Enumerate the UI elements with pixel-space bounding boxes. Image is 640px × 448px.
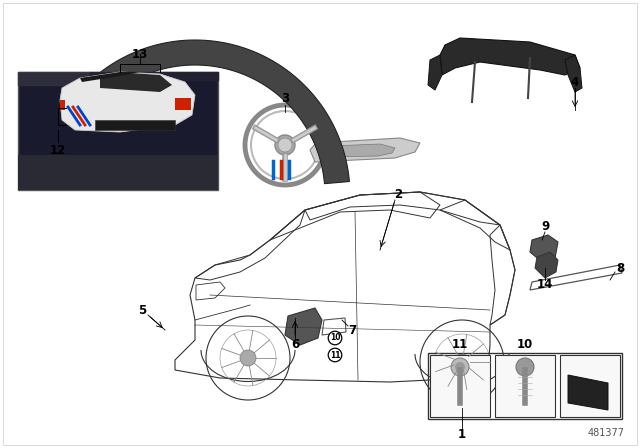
Bar xyxy=(95,120,175,130)
Text: 10: 10 xyxy=(517,339,533,352)
Text: 11: 11 xyxy=(330,350,340,359)
Text: 11: 11 xyxy=(452,339,468,352)
Text: 12: 12 xyxy=(50,143,66,156)
Text: 8: 8 xyxy=(616,262,624,275)
Text: 481377: 481377 xyxy=(588,428,625,438)
Circle shape xyxy=(454,354,470,370)
Polygon shape xyxy=(565,55,582,92)
Text: 7: 7 xyxy=(348,323,356,336)
Text: 3: 3 xyxy=(281,91,289,104)
Polygon shape xyxy=(310,138,420,162)
Bar xyxy=(428,353,622,419)
Polygon shape xyxy=(428,55,442,90)
Bar xyxy=(430,355,490,417)
Polygon shape xyxy=(568,375,608,410)
Text: 1: 1 xyxy=(458,428,466,441)
Polygon shape xyxy=(285,308,322,345)
Text: 5: 5 xyxy=(138,303,146,316)
Circle shape xyxy=(275,135,295,155)
Polygon shape xyxy=(80,72,140,82)
Polygon shape xyxy=(530,235,558,262)
Polygon shape xyxy=(18,155,218,190)
Polygon shape xyxy=(60,72,195,132)
Bar xyxy=(495,355,555,417)
Text: 14: 14 xyxy=(537,279,553,292)
Text: 2: 2 xyxy=(394,188,402,201)
Bar xyxy=(18,72,218,190)
Bar xyxy=(60,100,65,110)
Bar xyxy=(175,98,191,110)
Polygon shape xyxy=(440,38,580,75)
Text: 13: 13 xyxy=(132,48,148,61)
Text: 6: 6 xyxy=(291,339,299,352)
Text: 4: 4 xyxy=(571,76,579,89)
Polygon shape xyxy=(100,73,172,92)
Circle shape xyxy=(278,138,292,152)
Text: 9: 9 xyxy=(541,220,549,233)
Circle shape xyxy=(451,358,469,376)
Text: 10: 10 xyxy=(330,333,340,343)
Circle shape xyxy=(240,350,256,366)
Bar xyxy=(560,355,620,417)
Polygon shape xyxy=(535,252,558,278)
Circle shape xyxy=(455,362,465,372)
Polygon shape xyxy=(325,144,395,157)
Circle shape xyxy=(516,358,534,376)
Polygon shape xyxy=(45,40,349,184)
